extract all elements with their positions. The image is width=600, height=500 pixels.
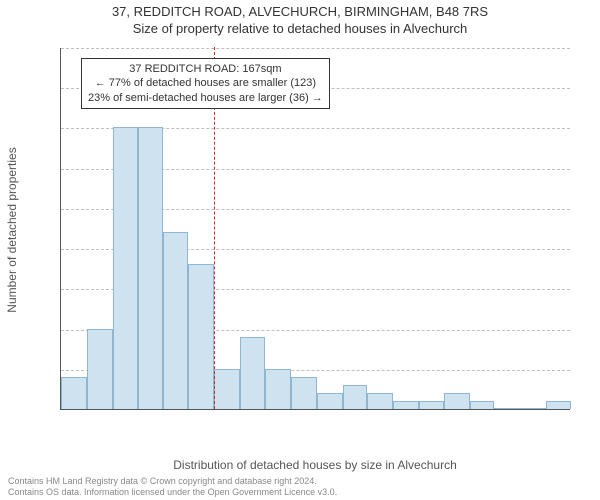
histogram-bar	[240, 337, 265, 409]
histogram-bar	[113, 127, 138, 409]
histogram-bar	[138, 127, 164, 409]
histogram-bar	[470, 401, 495, 409]
histogram-bar	[291, 377, 317, 409]
histogram-bar	[367, 393, 393, 409]
histogram-bar	[265, 369, 291, 409]
annotation-line: ← 77% of detached houses are smaller (12…	[88, 76, 323, 90]
histogram-bar	[546, 401, 571, 409]
histogram-bar	[520, 408, 546, 409]
chart-title-line2: Size of property relative to detached ho…	[0, 21, 600, 38]
y-axis-label: Number of detached properties	[5, 147, 19, 312]
histogram-bar	[188, 264, 214, 409]
histogram-bar	[393, 401, 419, 409]
annotation-line: 23% of semi-detached houses are larger (…	[88, 91, 323, 105]
annotation-box: 37 REDDITCH ROAD: 167sqm← 77% of detache…	[81, 58, 330, 109]
footer-line1: Contains HM Land Registry data © Crown c…	[8, 476, 592, 487]
x-axis-label: Distribution of detached houses by size …	[60, 458, 570, 472]
chart-footer: Contains HM Land Registry data © Crown c…	[8, 476, 592, 498]
histogram-bar	[419, 401, 444, 409]
chart-title-line1: 37, REDDITCH ROAD, ALVECHURCH, BIRMINGHA…	[0, 4, 600, 21]
gridline	[61, 48, 570, 49]
histogram-bar	[163, 232, 188, 409]
annotation-line: 37 REDDITCH ROAD: 167sqm	[88, 62, 323, 76]
histogram-bar	[61, 377, 87, 409]
histogram-bar	[87, 329, 113, 409]
histogram-bar	[214, 369, 240, 409]
histogram-bar	[343, 385, 368, 409]
histogram-bar	[494, 408, 520, 409]
histogram-bar	[317, 393, 343, 409]
footer-line2: Contains OS data. Information licensed u…	[8, 487, 592, 498]
chart-title-block: 37, REDDITCH ROAD, ALVECHURCH, BIRMINGHA…	[0, 4, 600, 38]
property-size-histogram: 37, REDDITCH ROAD, ALVECHURCH, BIRMINGHA…	[0, 0, 600, 500]
plot-area: 37 REDDITCH ROAD: 167sqm← 77% of detache…	[60, 48, 570, 410]
histogram-bar	[444, 393, 470, 409]
